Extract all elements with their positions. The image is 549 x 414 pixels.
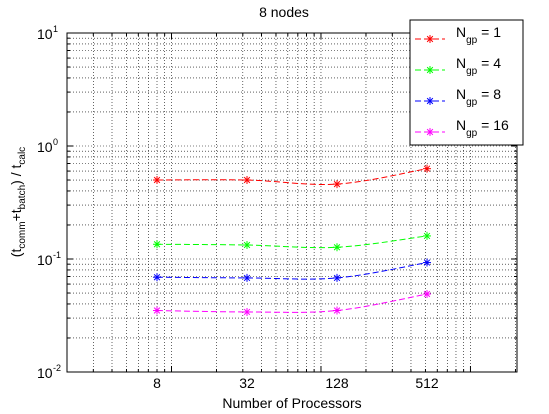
x-tick-label: 512 — [415, 375, 439, 391]
series-line — [156, 262, 428, 280]
data-point — [423, 231, 431, 240]
marker-stroke — [423, 259, 431, 266]
marker-stroke — [423, 165, 431, 172]
legend-marker — [426, 97, 434, 105]
data-point — [153, 273, 161, 282]
data-point — [333, 273, 341, 282]
data-point — [423, 164, 431, 173]
y-axis-label-sub-comm: comm — [17, 221, 28, 248]
legend-label: Ngp = 4 — [456, 55, 501, 77]
y-axis-label-sub-batch: batch — [17, 185, 28, 209]
legend-entry-2: Ngp = 4 — [415, 55, 501, 77]
legend-entry-3: Ngp = 8 — [415, 86, 501, 108]
data-point — [333, 306, 341, 315]
y-tick-label: 10 — [37, 26, 53, 42]
marker-stroke — [153, 176, 161, 184]
y-tick-label: 10 — [37, 252, 53, 268]
legend-label: Ngp = 16 — [456, 117, 509, 139]
legend-label: Ngp = 1 — [456, 24, 501, 46]
y-tick-label-exponent: -2 — [53, 363, 61, 373]
data-point — [153, 176, 161, 185]
marker-stroke — [243, 241, 251, 249]
marker-stroke — [333, 180, 341, 188]
legend-label: Ngp = 8 — [456, 86, 501, 108]
marker-stroke — [426, 66, 434, 74]
series-line — [156, 235, 428, 249]
y-axis-label-open: (t — [8, 249, 24, 258]
data-point — [243, 176, 251, 185]
marker-stroke — [333, 274, 341, 282]
series-layer — [153, 164, 431, 316]
series-line — [156, 293, 428, 313]
y-axis-label-plus: +t — [8, 209, 24, 221]
marker-stroke — [243, 274, 251, 282]
data-point — [333, 243, 341, 252]
grid — [67, 33, 517, 372]
marker-stroke — [243, 308, 251, 316]
marker-stroke — [153, 241, 161, 248]
plot-frame — [66, 32, 518, 373]
marker-stroke — [423, 232, 431, 240]
marker-stroke — [333, 307, 341, 314]
marker-stroke — [243, 176, 251, 184]
data-point — [423, 290, 431, 299]
series-line — [156, 168, 428, 185]
y-tick-label: 10 — [37, 365, 53, 381]
data-point — [243, 307, 251, 316]
legend: Ngp = 1 Ngp = 4 Ngp = 8 Ngp = 16 — [409, 19, 524, 146]
legend-entry-4: Ngp = 16 — [415, 117, 509, 139]
marker-stroke — [426, 97, 434, 105]
y-tick-label: 10 — [37, 139, 53, 155]
marker-stroke — [423, 290, 431, 298]
data-point — [243, 273, 251, 282]
legend-marker — [426, 66, 434, 74]
data-point — [153, 240, 161, 249]
marker-stroke — [333, 244, 341, 251]
chart-title: 8 nodes — [259, 4, 309, 20]
marker-stroke — [153, 307, 161, 314]
x-tick-label: 128 — [325, 375, 349, 391]
series-4 — [153, 290, 431, 316]
data-point — [333, 180, 341, 189]
legend-marker — [426, 35, 434, 43]
series-1 — [153, 164, 431, 189]
series-3 — [153, 258, 431, 282]
y-tick-label-exponent: 0 — [53, 137, 58, 147]
y-axis-label-mid: ) / t — [8, 165, 24, 185]
legend-entry-1: Ngp = 1 — [415, 24, 501, 46]
marker-stroke — [426, 35, 434, 43]
y-tick-label-exponent: 1 — [53, 24, 58, 34]
data-point — [243, 241, 251, 250]
x-axis-label: Number of Processors — [222, 395, 361, 411]
x-tick-label: 8 — [153, 375, 161, 391]
series-2 — [153, 231, 431, 252]
legend-marker — [426, 128, 434, 136]
data-point — [153, 306, 161, 315]
x-tick-label: 32 — [239, 375, 255, 391]
y-axis-label-sub-calc: calc — [17, 147, 28, 165]
data-point — [423, 258, 431, 267]
marker-stroke — [426, 128, 434, 136]
x-tick-labels: 8 32 128 512 — [153, 375, 439, 391]
marker-stroke — [153, 273, 161, 281]
y-tick-label-exponent: -1 — [53, 250, 61, 260]
y-axis-label: (tcomm+tbatch) / tcalc — [8, 147, 28, 257]
